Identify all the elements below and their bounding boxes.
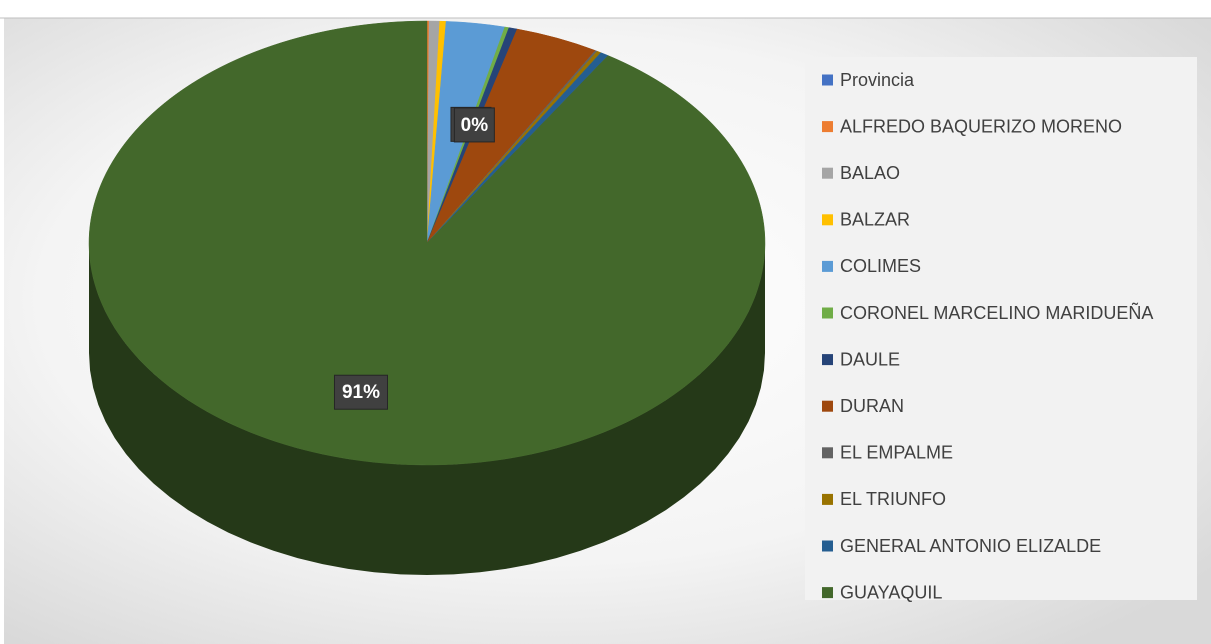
legend-swatch bbox=[822, 307, 833, 319]
legend-label: BALAO bbox=[840, 163, 900, 183]
legend-swatch bbox=[822, 493, 833, 505]
legend-label: DURAN bbox=[840, 396, 904, 416]
legend-label: CORONEL MARCELINO MARIDUEÑA bbox=[840, 302, 1153, 323]
data-label-box bbox=[453, 107, 495, 143]
legend-swatch bbox=[822, 260, 833, 272]
legend-swatch bbox=[822, 540, 833, 552]
legend-swatch bbox=[822, 587, 833, 599]
slice-side bbox=[89, 243, 765, 575]
legend-label: Provincia bbox=[840, 70, 915, 90]
legend-label: BALZAR bbox=[840, 210, 910, 230]
legend-label: COLIMES bbox=[840, 256, 921, 276]
legend-swatch bbox=[822, 167, 833, 179]
legend-label: GENERAL ANTONIO ELIZALDE bbox=[840, 536, 1101, 556]
legend-label: EL TRIUNFO bbox=[840, 489, 946, 509]
legend-label: EL EMPALME bbox=[840, 443, 953, 463]
legend-swatch bbox=[822, 214, 833, 226]
data-label: 91% bbox=[342, 382, 380, 403]
legend-swatch bbox=[822, 121, 833, 133]
legend-label: ALFREDO BAQUERIZO MORENO bbox=[840, 116, 1122, 136]
data-label: 0% bbox=[461, 115, 489, 136]
legend-swatch bbox=[822, 400, 833, 412]
data-label-box bbox=[333, 374, 388, 410]
slice bbox=[88, 20, 766, 466]
pie bbox=[88, 20, 766, 575]
data-labels: 0%0%91% bbox=[333, 106, 495, 410]
legend-box bbox=[805, 57, 1197, 600]
legend-label: DAULE bbox=[840, 349, 900, 369]
legend-label: GUAYAQUIL bbox=[840, 582, 942, 602]
legend-swatch bbox=[822, 354, 833, 366]
legend-swatch bbox=[822, 74, 833, 86]
legend-swatch bbox=[822, 447, 833, 459]
legend: Provincia ALFREDO BAQUERIZO MORENO BALAO BA… bbox=[822, 70, 1153, 602]
